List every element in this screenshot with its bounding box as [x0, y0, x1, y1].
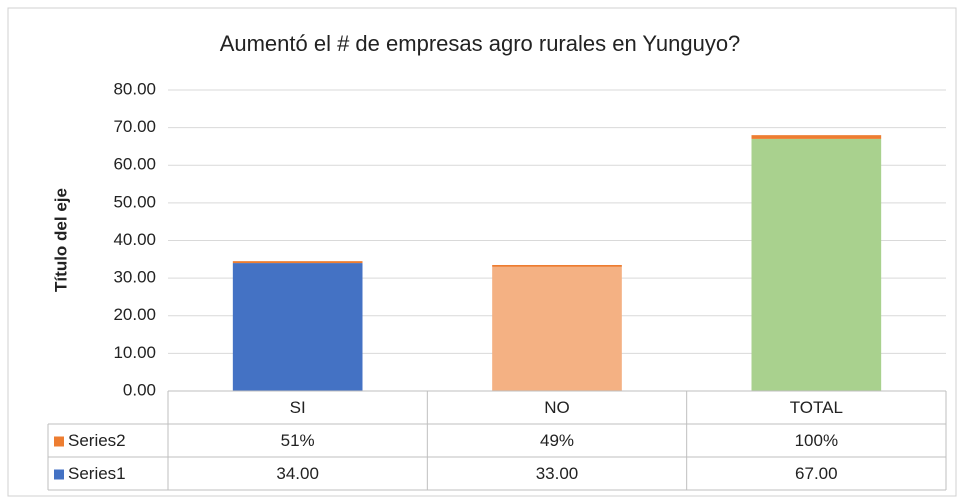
table-value: 100%: [795, 431, 838, 450]
y-tick-label: 10.00: [113, 343, 156, 362]
table-value: 51%: [281, 431, 315, 450]
y-tick-label: 50.00: [113, 192, 156, 211]
bar: [492, 264, 622, 267]
legend-key: [54, 469, 64, 480]
x-tick-label: SI: [290, 398, 306, 417]
y-tick-label: 0.00: [123, 380, 156, 399]
y-axis-title: Título del eje: [51, 188, 70, 292]
table-value: 49%: [540, 431, 574, 450]
table-value: 67.00: [795, 464, 838, 483]
legend-key: [54, 436, 64, 447]
legend-label: Series1: [68, 464, 126, 483]
bar: [492, 266, 622, 391]
chart-title: Aumentó el # de empresas agro rurales en…: [220, 31, 741, 56]
y-tick-label: 40.00: [113, 230, 156, 249]
bar: [751, 135, 882, 139]
y-tick-label: 20.00: [113, 305, 156, 324]
x-tick-label: NO: [544, 398, 570, 417]
table-value: 33.00: [536, 464, 579, 483]
table-value: 34.00: [276, 464, 319, 483]
y-tick-label: 60.00: [113, 155, 156, 174]
y-tick-label: 30.00: [113, 268, 156, 287]
bar: [232, 263, 363, 391]
bar: [751, 138, 882, 391]
x-tick-label: TOTAL: [790, 398, 843, 417]
legend-label: Series2: [68, 431, 126, 450]
bar: [232, 261, 363, 264]
y-tick-label: 80.00: [113, 79, 156, 98]
y-tick-label: 70.00: [113, 117, 156, 136]
